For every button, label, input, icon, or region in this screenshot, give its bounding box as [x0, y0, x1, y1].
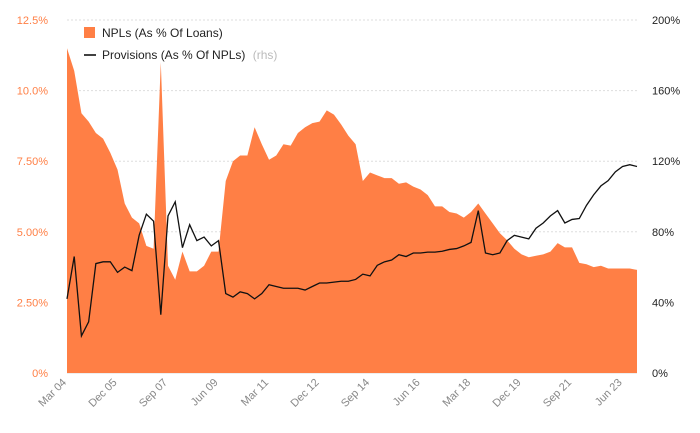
legend-label-npl: NPLs (As % Of Loans)	[102, 26, 223, 40]
legend-label-provisions: Provisions (As % Of NPLs) (rhs)	[102, 48, 277, 62]
right-tick-label: 160%	[652, 86, 680, 98]
x-tick-label: Sep 21	[541, 377, 574, 410]
right-axis: 0% 40% 80% 120% 160% 200%	[652, 15, 680, 380]
right-tick-label: 80%	[652, 227, 674, 239]
x-tick-label: Sep 14	[339, 377, 372, 410]
x-axis: Mar 04 Dec 05 Sep 07 Jun 09 Mar 11 Dec 12 Sep …	[36, 377, 624, 410]
x-tick-label: Mar 18	[440, 377, 473, 410]
right-tick-label: 200%	[652, 15, 680, 27]
x-tick-label: Mar 04	[36, 377, 69, 410]
x-tick-label: Jun 23	[593, 377, 625, 409]
right-tick-label: 0%	[652, 368, 668, 380]
left-tick-label: 12.5%	[17, 15, 48, 27]
legend-label-provisions-text: Provisions (As % Of NPLs)	[102, 48, 245, 62]
x-tick-label: Dec 05	[86, 377, 119, 410]
x-tick-label: Dec 12	[289, 377, 322, 410]
provisions-line-series	[66, 164, 638, 339]
legend-swatch-npl	[84, 27, 95, 38]
x-tick-label: Mar 11	[239, 377, 271, 409]
left-tick-label: 2.50%	[17, 297, 48, 309]
x-tick-label: Jun 09	[189, 377, 221, 409]
left-tick-label: 0%	[32, 368, 48, 380]
npl-area-series	[67, 48, 637, 374]
left-tick-label: 5.00%	[17, 227, 48, 239]
right-tick-label: 40%	[652, 297, 674, 309]
left-tick-label: 10.0%	[17, 86, 48, 98]
left-axis: 0% 2.50% 5.00% 7.50% 10.0% 12.5%	[17, 15, 48, 380]
legend-rhs-suffix: (rhs)	[253, 48, 278, 62]
x-tick-label: Dec 19	[491, 377, 524, 410]
x-tick-label: Sep 07	[137, 377, 170, 410]
x-tick-label: Jun 16	[391, 377, 423, 409]
legend: NPLs (As % Of Loans) Provisions (As % Of…	[84, 26, 277, 62]
left-tick-label: 7.50%	[17, 156, 48, 168]
right-tick-label: 120%	[652, 156, 680, 168]
